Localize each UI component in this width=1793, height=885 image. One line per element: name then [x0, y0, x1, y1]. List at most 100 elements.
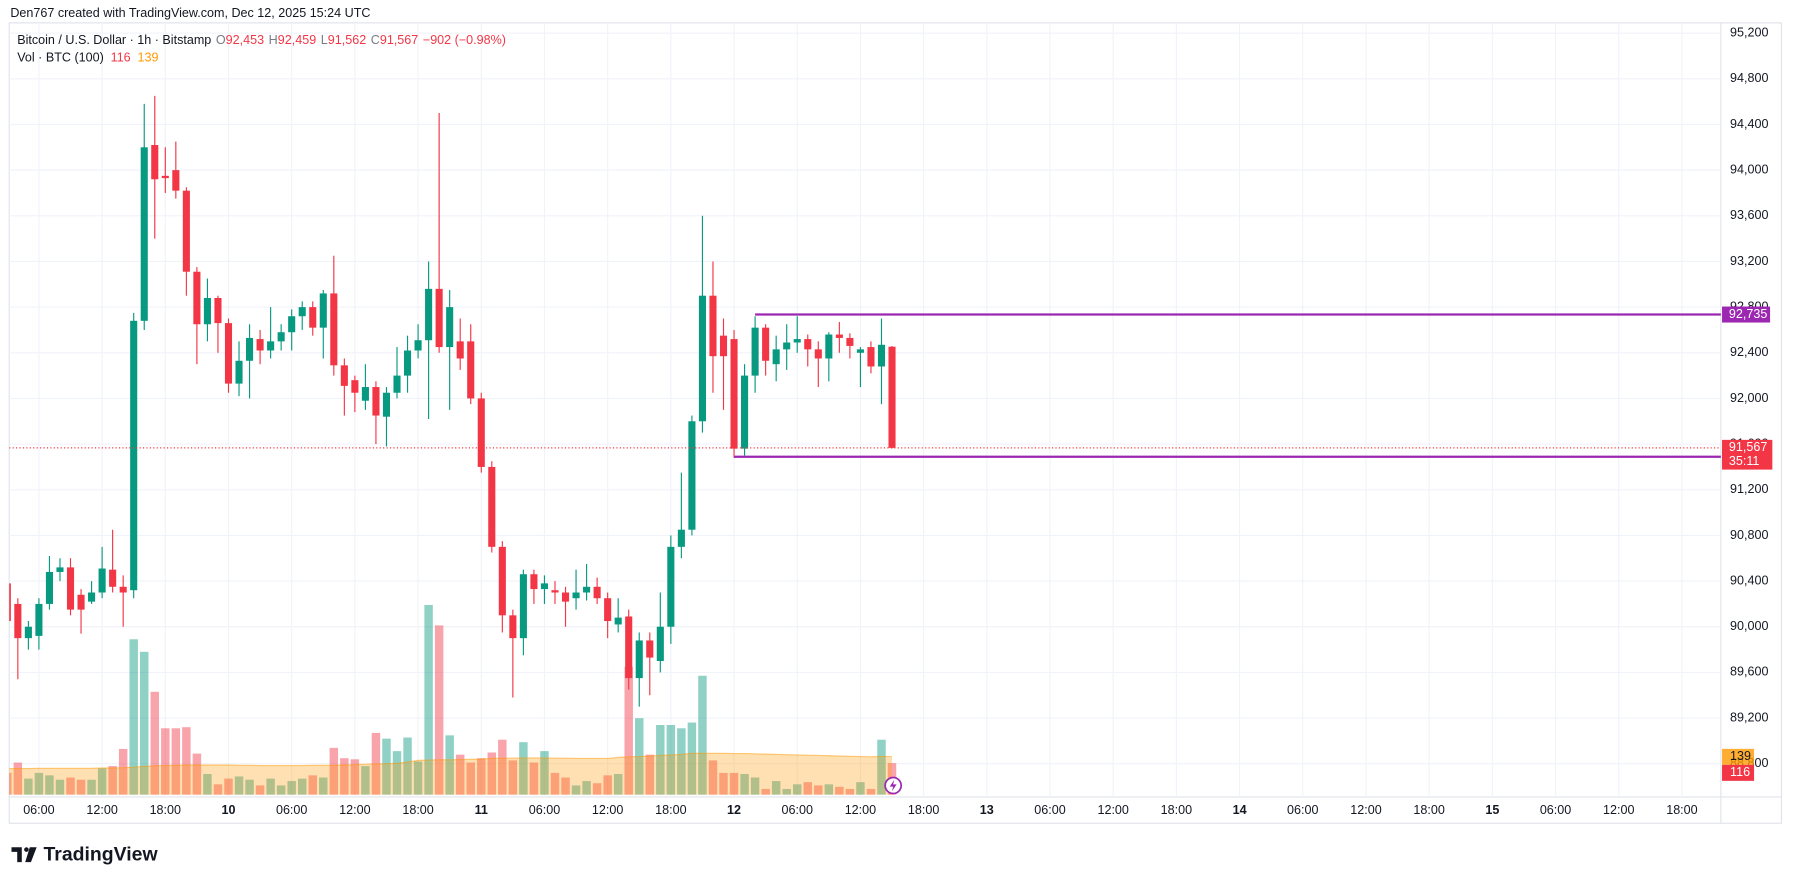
- candle-body: [488, 466, 496, 547]
- candle-body: [414, 340, 422, 351]
- x-tick-label: 12: [727, 803, 741, 817]
- candle-body: [677, 529, 685, 547]
- volume-value: 116: [111, 51, 131, 65]
- y-tick-label: 93,600: [1730, 208, 1768, 222]
- candle-body: [498, 546, 506, 616]
- volume-bar: [308, 775, 317, 795]
- candle-body: [667, 546, 675, 627]
- volume-bar: [24, 778, 33, 795]
- candle-body: [267, 341, 275, 351]
- candle-body: [835, 334, 843, 338]
- volume-bar: [350, 759, 360, 795]
- volume-title: Vol · BTC (100): [17, 51, 104, 65]
- volume-bar: [498, 739, 507, 795]
- x-tick-label: 18:00: [1666, 803, 1697, 817]
- x-tick-label: 06:00: [782, 803, 813, 817]
- volume-bar: [66, 777, 75, 795]
- candle-body: [330, 293, 338, 366]
- volume-bar: [34, 772, 44, 795]
- candle-body: [888, 346, 896, 448]
- volume-bar: [466, 762, 475, 795]
- candle-body: [709, 295, 717, 357]
- volume-bar: [129, 639, 138, 795]
- volume-bar: [45, 775, 54, 795]
- volume-bar: [150, 691, 159, 795]
- volume-bar: [603, 775, 612, 795]
- volume-bar: [508, 760, 518, 795]
- volume-bar: [792, 784, 802, 795]
- candle-body: [214, 297, 222, 324]
- volume-bar: [708, 760, 718, 795]
- legend-line: Bitcoin / U.S. Dollar · 1h · Bitstamp O92…: [17, 33, 506, 47]
- event-icon: [889, 779, 897, 792]
- x-tick-label: 18:00: [655, 803, 686, 817]
- volume-bar: [845, 788, 855, 795]
- chart-frame: [8, 22, 1783, 824]
- volume-bar: [529, 762, 539, 795]
- volume-bar: [192, 753, 202, 795]
- x-tick-label: 12:00: [339, 803, 370, 817]
- candle-body: [45, 571, 53, 604]
- candle-body: [182, 190, 190, 272]
- candle-body: [572, 592, 580, 599]
- volume-ma-value: 139: [138, 51, 159, 65]
- volume-bar: [803, 782, 812, 795]
- volume-bar: [550, 772, 560, 795]
- volume-bar: [382, 738, 391, 795]
- volume-bar: [582, 781, 591, 795]
- volume-bar: [782, 788, 791, 795]
- symbol: Bitcoin / U.S. Dollar · 1h · Bitstamp: [17, 33, 211, 47]
- x-tick-label: 06:00: [529, 803, 560, 817]
- volume-bar: [297, 778, 307, 795]
- volume-bar: [13, 762, 23, 795]
- volume-bar: [97, 768, 107, 795]
- candle-body: [446, 307, 454, 348]
- candle-body: [140, 147, 148, 321]
- candle-body: [509, 615, 517, 639]
- candle-body: [540, 583, 549, 590]
- candle-body: [77, 594, 85, 610]
- volume-bar: [213, 784, 223, 795]
- candle-body: [98, 568, 106, 593]
- volume-bar: [266, 778, 275, 795]
- volume-bar: [108, 766, 117, 795]
- candle-body: [698, 295, 706, 422]
- x-tick-label: 12:00: [1097, 803, 1128, 817]
- candle-body: [9, 583, 11, 622]
- y-tick-label: 90,000: [1730, 619, 1768, 633]
- volume-bar: [413, 761, 423, 795]
- x-tick-label: 15: [1485, 803, 1499, 817]
- volume-bar: [624, 666, 633, 795]
- candle-body: [35, 603, 43, 636]
- volume-bar: [329, 747, 339, 795]
- y-tick-label: 89,200: [1730, 710, 1768, 724]
- volume-bar: [477, 758, 486, 795]
- volume-bar: [835, 786, 844, 795]
- x-tick-label: 12:00: [592, 803, 623, 817]
- y-tick-label: 94,000: [1730, 162, 1768, 176]
- candle-body: [551, 590, 559, 593]
- candle-body: [151, 145, 159, 180]
- x-tick-label: 13: [980, 803, 994, 817]
- candle-body: [456, 341, 464, 359]
- candle-body: [14, 603, 22, 639]
- volume-ma-axis-label: 139: [1730, 749, 1751, 763]
- candle-body: [298, 307, 306, 317]
- x-tick-label: 06:00: [276, 803, 307, 817]
- candle-body: [741, 375, 749, 449]
- grid: [9, 22, 1721, 797]
- volume-bar: [571, 785, 581, 795]
- candle-body: [256, 339, 264, 351]
- change: −902 (−0.98%): [423, 33, 506, 47]
- volume-bar: [677, 728, 686, 795]
- candle-body: [530, 574, 538, 590]
- volume-bar: [234, 776, 244, 795]
- candle-body: [361, 387, 369, 401]
- volume-bar: [866, 788, 876, 795]
- volume-bar: [698, 675, 707, 795]
- candle-body: [403, 350, 412, 376]
- logo-text: TradingView: [44, 843, 159, 865]
